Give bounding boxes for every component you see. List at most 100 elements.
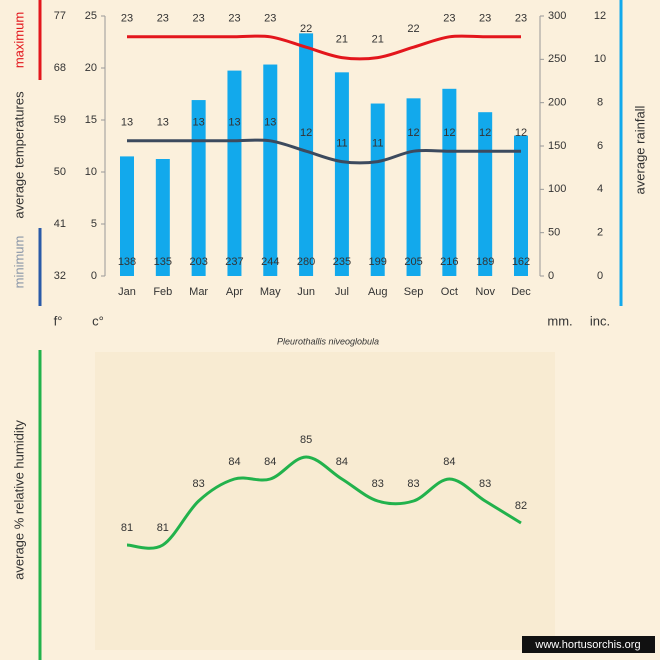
line-value-label: 23: [264, 13, 276, 25]
rain-bar: [334, 72, 349, 276]
tick-label: 32: [54, 270, 66, 282]
tick-label: 50: [54, 166, 66, 178]
watermark-box: [522, 636, 655, 653]
rain-bar: [370, 103, 385, 277]
bar-value-label: 162: [512, 256, 530, 268]
line-value-label: 23: [193, 13, 205, 25]
humidity-axis-title: average % relative humidity: [11, 420, 26, 580]
x-tick-label: Jun: [297, 286, 315, 298]
humidity-value-label: 83: [372, 478, 384, 490]
tick-label: 25: [85, 10, 97, 22]
rain-bar: [120, 156, 134, 276]
x-tick-label: Sep: [404, 286, 424, 298]
x-tick-label: Feb: [153, 286, 172, 298]
line-value-label: 13: [157, 117, 169, 129]
x-tick-label: Aug: [368, 286, 388, 298]
line-value-label: 12: [515, 127, 527, 139]
rain-bar: [191, 100, 206, 276]
tick-label: 250: [548, 53, 566, 65]
min-label: minimum: [11, 236, 26, 289]
tick-label: 100: [548, 183, 566, 195]
bar-value-label: 235: [333, 256, 351, 268]
line-value-label: 21: [336, 34, 348, 46]
tick-label: 6: [597, 140, 603, 152]
bar-value-label: 237: [225, 256, 243, 268]
tick-label: 10: [594, 53, 606, 65]
rain-bar: [227, 70, 242, 276]
tick-label: 10: [85, 166, 97, 178]
humidity-value-label: 84: [443, 456, 455, 468]
line-value-label: 11: [336, 138, 347, 150]
x-tick-label: Apr: [226, 286, 243, 298]
rain-bar: [514, 135, 528, 276]
line-value-label: 23: [121, 13, 133, 25]
y-axis-title: average temperatures: [11, 91, 26, 219]
rain-bar: [263, 64, 278, 277]
rain-bar: [299, 33, 314, 277]
temp-line: [126, 138, 521, 165]
line-value-label: 12: [407, 127, 419, 139]
rain-bar: [406, 98, 421, 276]
inch-unit: inc.: [590, 313, 610, 328]
x-tick-label: Jan: [118, 286, 136, 298]
humidity-value-label: 83: [193, 478, 205, 490]
watermark: www.hortusorchis.org: [534, 639, 640, 651]
c-unit: c°: [92, 313, 104, 328]
tick-label: 59: [54, 114, 66, 126]
tick-label: 77: [54, 10, 66, 22]
tick-label: 2: [597, 227, 603, 239]
line-value-label: 12: [479, 127, 491, 139]
tick-label: 8: [597, 97, 603, 109]
line-value-label: 12: [443, 127, 455, 139]
line-value-label: 13: [121, 117, 133, 129]
line-value-label: 23: [228, 13, 240, 25]
tick-label: 0: [548, 270, 554, 282]
humidity-value-label: 84: [228, 456, 240, 468]
line-value-label: 22: [300, 23, 312, 35]
bar-value-label: 203: [189, 256, 207, 268]
line-value-label: 12: [300, 127, 312, 139]
tick-label: 4: [597, 183, 603, 195]
max-label: maximum: [11, 12, 26, 68]
rain-bar: [155, 159, 170, 276]
x-tick-label: May: [260, 286, 281, 298]
bar-value-label: 189: [476, 256, 494, 268]
mm-unit: mm.: [547, 313, 572, 328]
line-value-label: 21: [372, 34, 384, 46]
temp-line: [126, 34, 521, 61]
bar-value-label: 280: [297, 256, 315, 268]
line-value-label: 11: [372, 138, 383, 150]
x-tick-label: Mar: [189, 286, 208, 298]
line-value-label: 23: [515, 13, 527, 25]
tick-label: 200: [548, 97, 566, 109]
line-value-label: 23: [443, 13, 455, 25]
humidity-value-label: 81: [157, 522, 169, 534]
line-value-label: 22: [407, 23, 419, 35]
humidity-value-label: 83: [479, 478, 491, 490]
x-tick-label: Nov: [475, 286, 495, 298]
tick-label: 20: [85, 62, 97, 74]
humidity-value-label: 85: [300, 434, 312, 446]
tick-label: 0: [597, 270, 603, 282]
bar-value-label: 244: [261, 256, 279, 268]
humidity-value-label: 82: [515, 500, 527, 512]
x-tick-label: Dec: [511, 286, 531, 298]
humidity-plot-area: [95, 352, 555, 650]
tick-label: 0: [91, 270, 97, 282]
humidity-value-label: 84: [336, 456, 348, 468]
bar-value-label: 205: [404, 256, 422, 268]
humidity-value-label: 81: [121, 522, 133, 534]
tick-label: 68: [54, 62, 66, 74]
line-value-label: 13: [264, 117, 276, 129]
bar-value-label: 135: [154, 256, 172, 268]
humidity-line: [126, 455, 522, 550]
f-unit: f°: [54, 313, 63, 328]
tick-label: 5: [91, 218, 97, 230]
chart-title: Pleurothallis niveoglobula: [277, 336, 379, 346]
tick-label: 15: [85, 114, 97, 126]
bar-value-label: 216: [440, 256, 458, 268]
tick-label: 12: [594, 10, 606, 22]
humidity-value-label: 84: [264, 456, 276, 468]
rain-bar: [478, 112, 493, 276]
bar-value-label: 138: [118, 256, 136, 268]
